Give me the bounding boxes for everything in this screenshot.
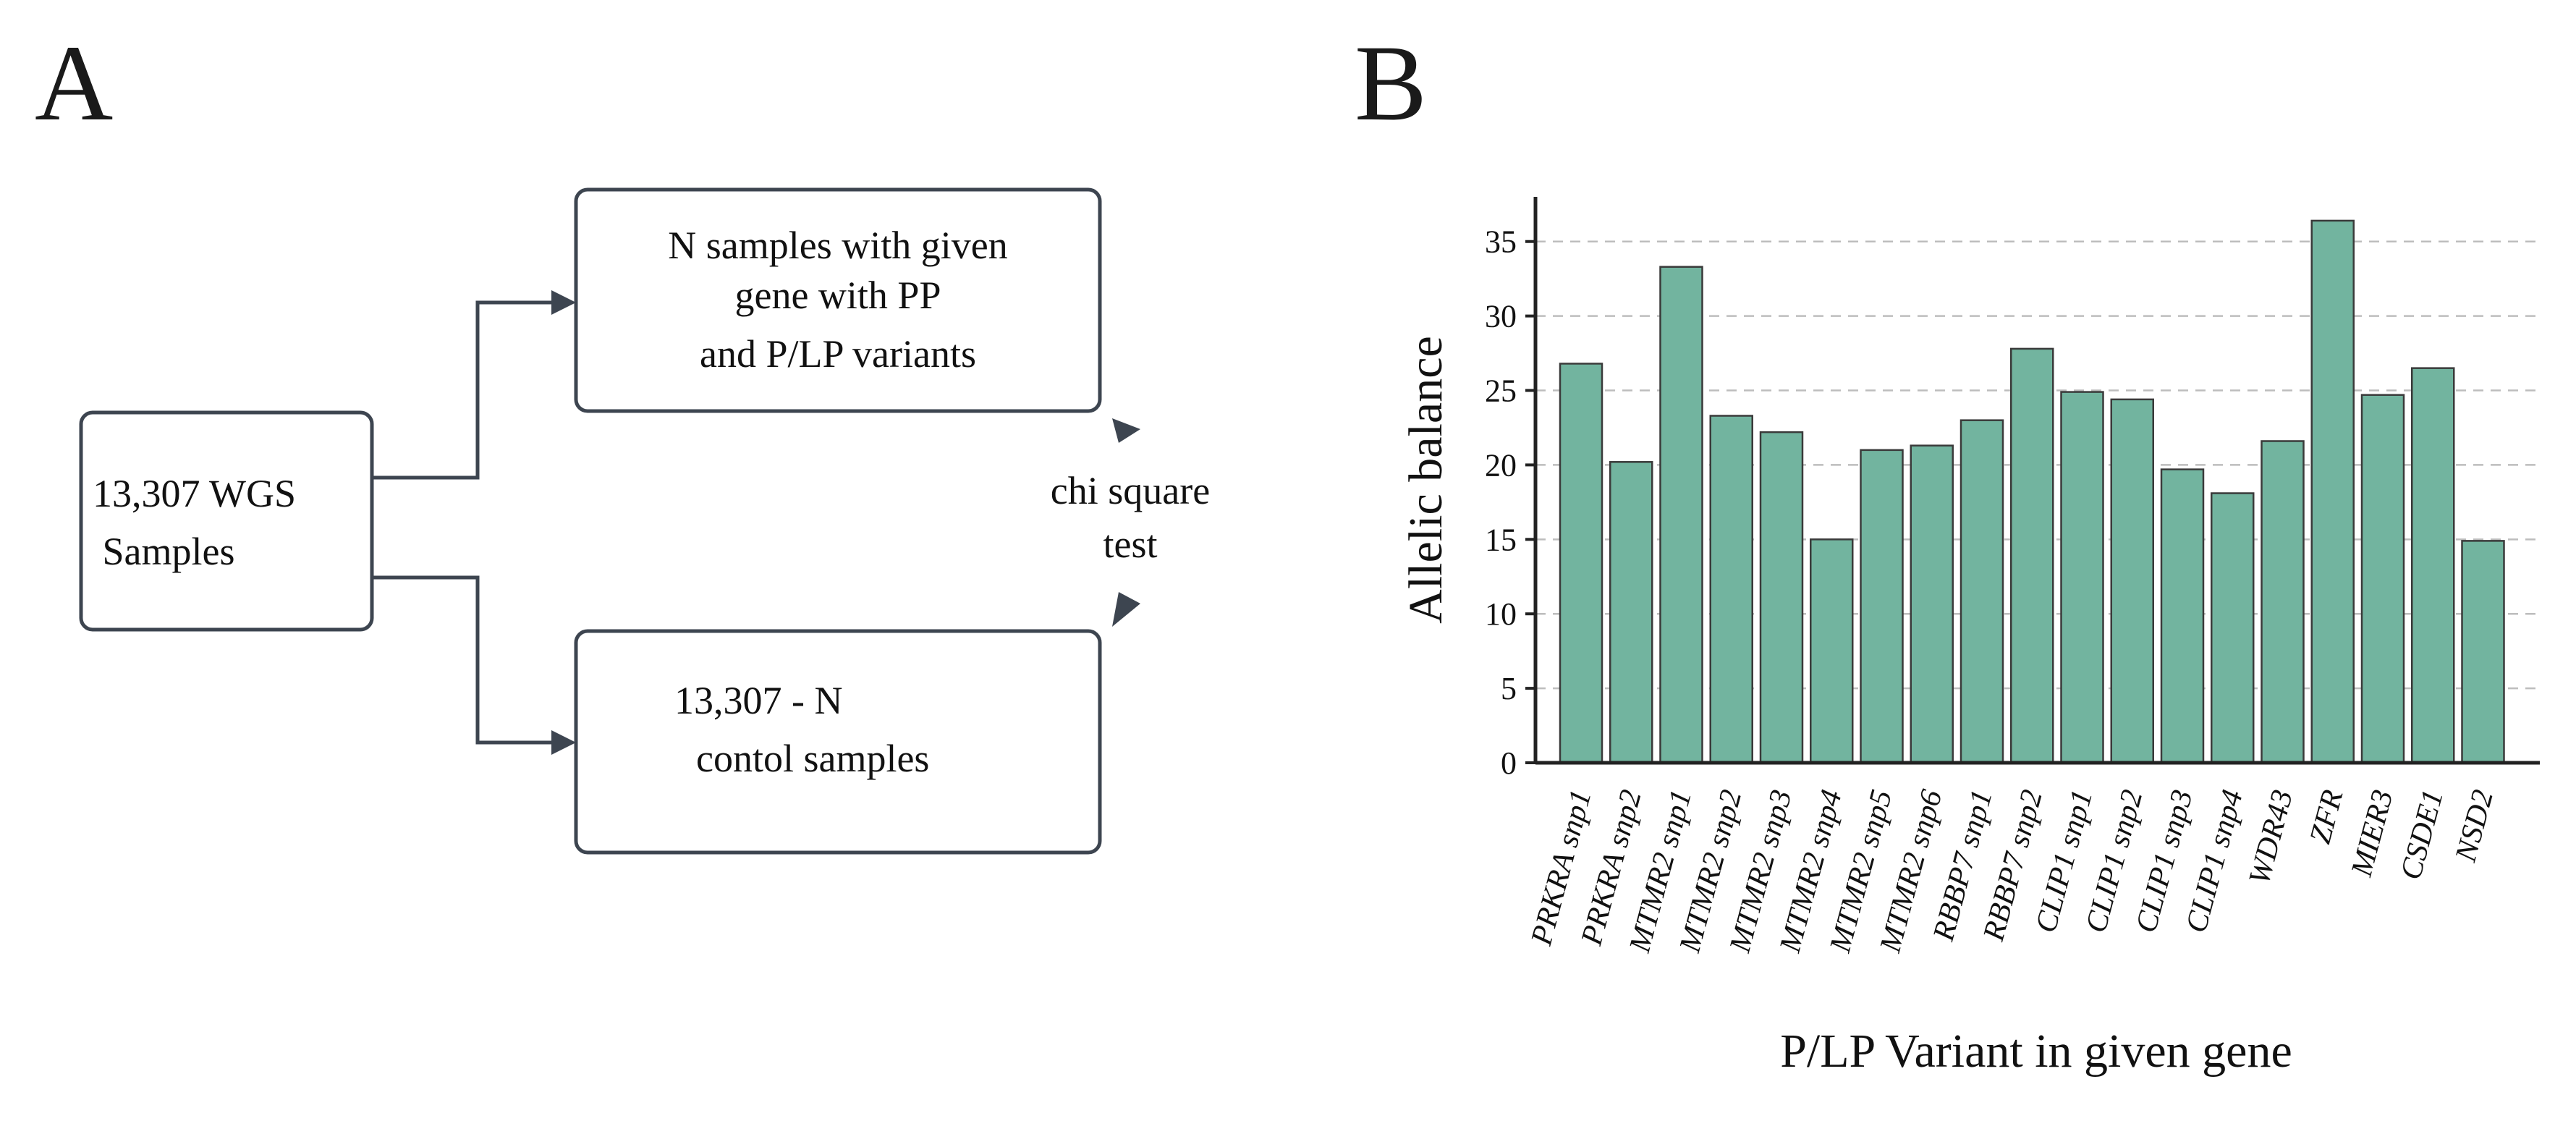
y-tick-label: 25 xyxy=(1485,373,1517,409)
x-tick-label: WDR43 xyxy=(2242,787,2300,888)
x-tick-label: ZFR xyxy=(2304,787,2350,847)
panel-a-label: A xyxy=(35,23,113,143)
bar xyxy=(1609,461,1653,764)
source-box-line-2: Samples xyxy=(93,530,235,573)
bar xyxy=(2010,347,2054,764)
test-label-line-1: chi square xyxy=(1051,469,1210,512)
bar xyxy=(2461,540,2505,764)
y-tick-label: 35 xyxy=(1485,224,1517,260)
connector-to-case xyxy=(372,300,556,480)
control-box: 13,307 - N contol samples xyxy=(574,629,1102,855)
y-tick-label: 15 xyxy=(1485,522,1517,557)
case-box-line-3: and P/LP variants xyxy=(700,332,976,376)
bar xyxy=(1810,538,1854,764)
control-box-line-1: 13,307 - N xyxy=(674,679,842,722)
arrowhead-to-case xyxy=(551,290,576,315)
source-box: 13,307 WGS Samples xyxy=(79,410,374,632)
bar xyxy=(2211,492,2255,764)
y-tick-label: 0 xyxy=(1501,745,1517,781)
test-label-line-2: test xyxy=(1103,523,1158,566)
bar xyxy=(1659,266,1703,764)
bar xyxy=(2411,367,2455,764)
control-box-line-2: contol samples xyxy=(696,737,929,780)
bar xyxy=(1860,449,1904,764)
bar xyxy=(2060,391,2104,764)
panel-b-label: B xyxy=(1355,23,1427,143)
y-tick-label: 20 xyxy=(1485,447,1517,483)
bar xyxy=(2110,398,2154,764)
y-tick-label: 5 xyxy=(1501,671,1517,706)
y-ticks: 0 5 10 15 20 25 30 35 xyxy=(1485,224,1535,781)
y-axis-title: Allelic balance xyxy=(1399,336,1452,624)
bar xyxy=(1559,363,1603,764)
bar xyxy=(2360,394,2405,764)
bar xyxy=(2160,468,2205,764)
case-box-line-2: gene with PP xyxy=(734,274,941,317)
x-tick-label: MIER3 xyxy=(2345,787,2400,881)
test-arrow-bottom-icon xyxy=(1112,592,1140,627)
bar xyxy=(1709,415,1753,764)
source-box-line-1: 13,307 WGS xyxy=(93,472,296,515)
case-box: N samples with given gene with PP and P/… xyxy=(574,187,1102,413)
test-arrow-top-icon xyxy=(1112,418,1140,443)
flowchart: 13,307 WGS Samples N samples with given … xyxy=(79,187,1210,855)
bar xyxy=(2261,440,2305,764)
bar xyxy=(1910,444,1954,764)
x-tick-label: NSD2 xyxy=(2449,787,2500,866)
bar xyxy=(2310,219,2355,764)
chart-bars xyxy=(1559,219,2505,764)
connector-to-control xyxy=(372,575,556,745)
case-box-line-1: N samples with given xyxy=(668,224,1007,267)
x-axis-title: P/LP Variant in given gene xyxy=(1780,1025,2292,1078)
x-tick-label: CSDE1 xyxy=(2394,787,2450,884)
bar xyxy=(1959,419,2004,764)
arrowhead-to-control xyxy=(551,730,576,755)
y-tick-label: 10 xyxy=(1485,596,1517,632)
y-tick-label: 30 xyxy=(1485,299,1517,334)
bar xyxy=(1759,431,1804,764)
